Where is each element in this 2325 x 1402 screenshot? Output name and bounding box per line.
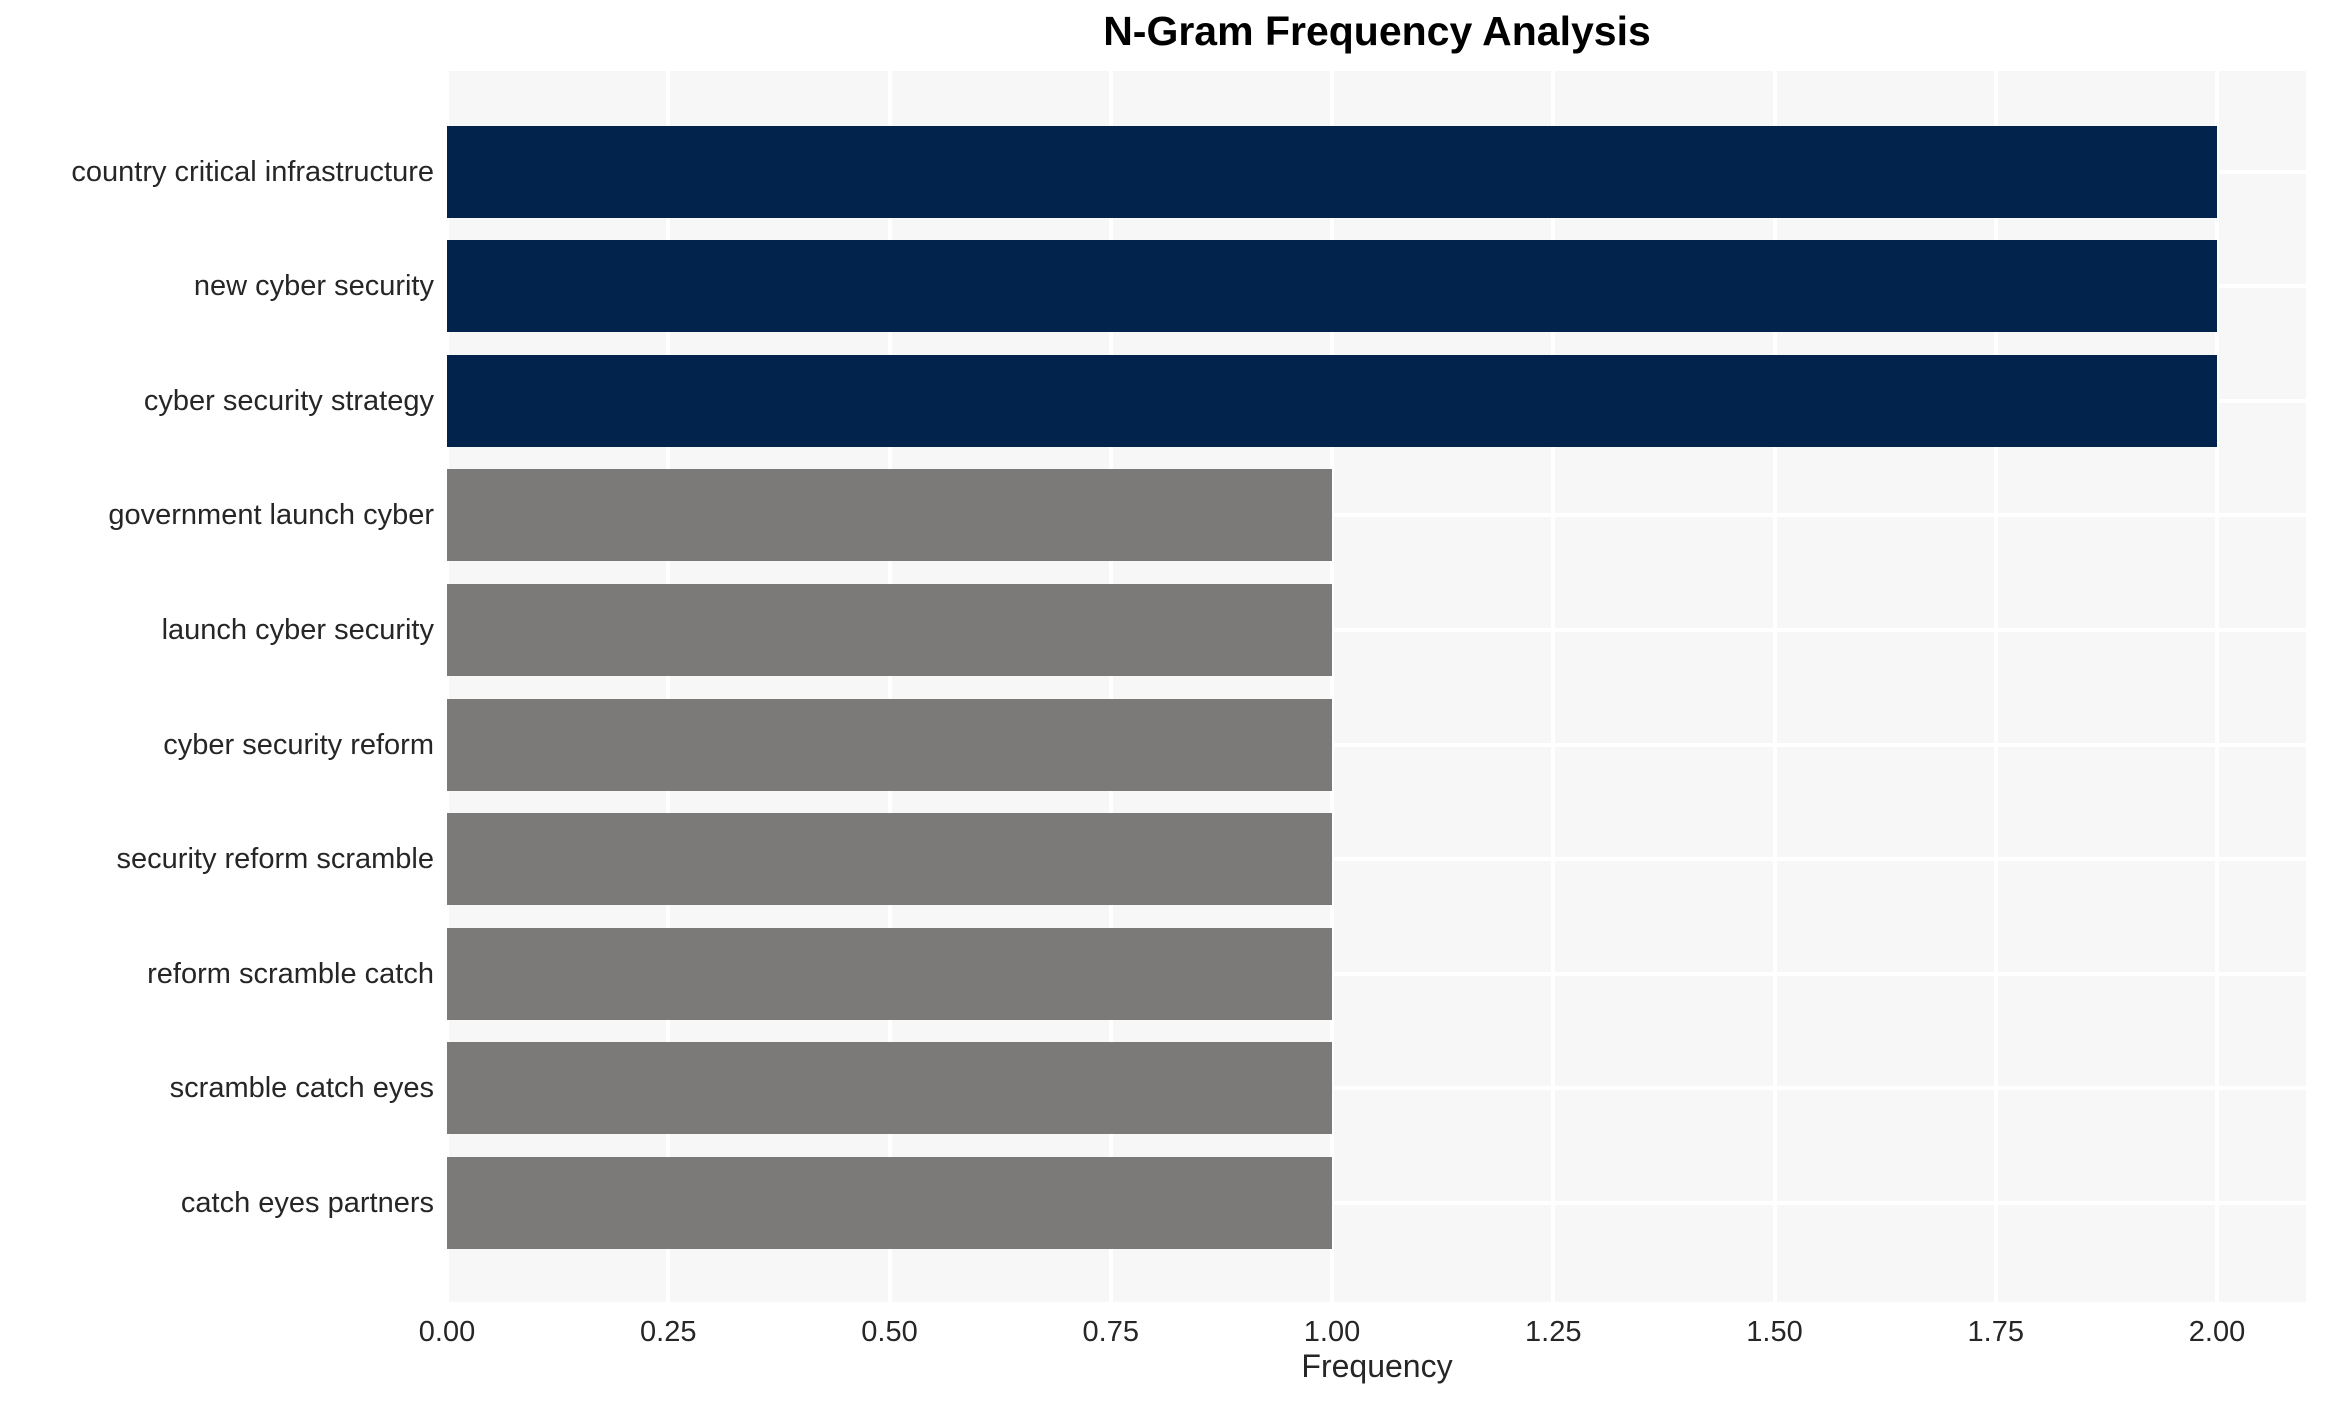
ytick-label: launch cyber security (161, 613, 434, 646)
ytick-label: cyber security reform (163, 728, 434, 761)
xtick-label: 0.50 (861, 1316, 918, 1348)
bar-reform-scramble-catch (447, 927, 1332, 1020)
ytick-label: new cyber security (193, 270, 434, 303)
y-gridline (447, 857, 2306, 862)
x-gridline (887, 71, 892, 1302)
xtick-label: 0.75 (1082, 1316, 1139, 1348)
bar-new-cyber-security (447, 240, 2217, 333)
y-gridline (447, 627, 2306, 632)
xtick-label: 0.25 (640, 1316, 697, 1348)
y-gridline (447, 513, 2306, 518)
x-gridline (447, 71, 449, 1302)
ytick-label: security reform scramble (116, 843, 434, 876)
chart-title: N-Gram Frequency Analysis (1103, 8, 1651, 54)
xtick-label: 1.50 (1746, 1316, 1803, 1348)
bar-catch-eyes-partners (447, 1156, 1332, 1249)
y-gridline (447, 971, 2306, 976)
bar-security-reform-scramble (447, 813, 1332, 906)
y-gridline (447, 1200, 2306, 1205)
bar-country-critical-infrastructure (447, 125, 2217, 218)
x-axis-title: Frequency (1301, 1348, 1453, 1384)
ytick-label: cyber security strategy (143, 384, 434, 417)
x-gridline (666, 71, 671, 1302)
bar-cyber-security-reform (447, 698, 1332, 791)
plot-area (447, 71, 2306, 1302)
y-gridline (447, 742, 2306, 747)
ytick-label: reform scramble catch (147, 957, 434, 990)
xtick-label: 1.25 (1525, 1316, 1582, 1348)
ytick-label: government launch cyber (108, 499, 434, 532)
ytick-label: catch eyes partners (180, 1186, 434, 1219)
xtick-label: 0.00 (418, 1316, 476, 1348)
ytick-label: scramble catch eyes (169, 1072, 434, 1105)
x-gridline (1993, 71, 1998, 1302)
ytick-label: country critical infrastructure (71, 155, 434, 188)
y-gridline (447, 1086, 2306, 1091)
x-gridline (2215, 71, 2219, 1302)
bar-cyber-security-strategy (447, 354, 2217, 447)
bar-government-launch-cyber (447, 469, 1332, 562)
xtick-label: 1.00 (1303, 1316, 1361, 1348)
xtick-label: 2.00 (2188, 1316, 2246, 1348)
x-gridline (1108, 71, 1113, 1302)
x-gridline (1551, 71, 1556, 1302)
bar-scramble-catch-eyes (447, 1042, 1332, 1135)
bar-launch-cyber-security (447, 583, 1332, 676)
x-gridline (1772, 71, 1777, 1302)
x-gridline (1330, 71, 1334, 1302)
xtick-label: 1.75 (1967, 1316, 2024, 1348)
